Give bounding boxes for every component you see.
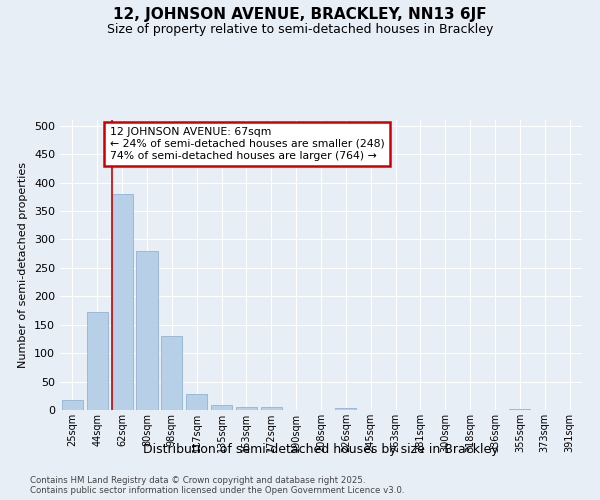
Text: 12, JOHNSON AVENUE, BRACKLEY, NN13 6JF: 12, JOHNSON AVENUE, BRACKLEY, NN13 6JF bbox=[113, 8, 487, 22]
Text: 12 JOHNSON AVENUE: 67sqm
← 24% of semi-detached houses are smaller (248)
74% of : 12 JOHNSON AVENUE: 67sqm ← 24% of semi-d… bbox=[110, 128, 385, 160]
Bar bbox=[261, 407, 282, 410]
Bar bbox=[335, 408, 356, 410]
Bar bbox=[136, 251, 158, 410]
Y-axis label: Number of semi-detached properties: Number of semi-detached properties bbox=[19, 162, 28, 368]
Text: Contains HM Land Registry data © Crown copyright and database right 2025.
Contai: Contains HM Land Registry data © Crown c… bbox=[30, 476, 404, 495]
Bar bbox=[62, 400, 83, 410]
Bar bbox=[87, 312, 108, 410]
Bar bbox=[236, 407, 257, 410]
Bar bbox=[211, 406, 232, 410]
Bar bbox=[112, 194, 133, 410]
Text: Size of property relative to semi-detached houses in Brackley: Size of property relative to semi-detach… bbox=[107, 22, 493, 36]
Bar bbox=[186, 394, 207, 410]
Bar bbox=[161, 336, 182, 410]
Text: Distribution of semi-detached houses by size in Brackley: Distribution of semi-detached houses by … bbox=[143, 442, 499, 456]
